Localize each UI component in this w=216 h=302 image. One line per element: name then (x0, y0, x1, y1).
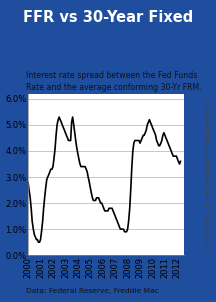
Text: FFR vs 30-Year Fixed: FFR vs 30-Year Fixed (23, 10, 193, 25)
Text: Interest rate spread between the Fed Funds
Rate and the average conforming 30-Yr: Interest rate spread between the Fed Fun… (26, 71, 202, 92)
Text: Data: Federal Reserve, Freddie Mac: Data: Federal Reserve, Freddie Mac (26, 288, 159, 294)
Text: ©ChartForce  Do not reproduce without permission.: ©ChartForce Do not reproduce without per… (205, 98, 211, 251)
